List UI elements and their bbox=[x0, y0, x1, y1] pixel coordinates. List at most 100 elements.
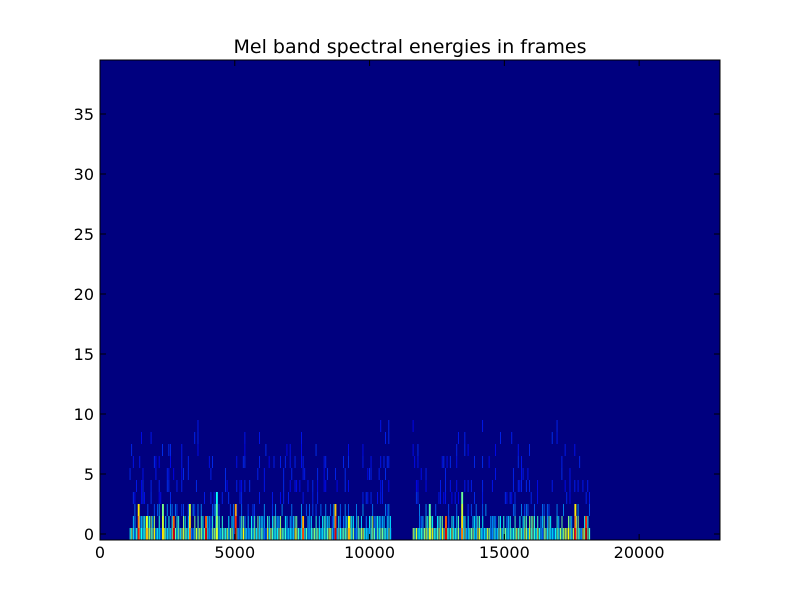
heatmap-cell bbox=[412, 444, 414, 456]
heatmap-cell bbox=[283, 480, 285, 492]
heatmap-cell bbox=[525, 504, 527, 516]
heatmap-cell bbox=[555, 528, 557, 540]
heatmap-cell bbox=[310, 528, 312, 540]
heatmap-cell bbox=[496, 528, 498, 540]
heatmap-cell bbox=[456, 456, 458, 468]
heatmap-cell bbox=[338, 528, 340, 540]
heatmap-cell bbox=[415, 480, 417, 492]
heatmap-cell bbox=[479, 516, 480, 528]
heatmap-cell bbox=[449, 528, 452, 540]
heatmap-cell bbox=[312, 492, 314, 504]
heatmap-cell bbox=[525, 516, 527, 528]
heatmap-cell bbox=[158, 504, 160, 516]
heatmap-cell bbox=[317, 528, 319, 540]
heatmap-cell bbox=[464, 516, 466, 528]
heatmap-cell bbox=[178, 528, 180, 540]
heatmap-cell bbox=[546, 504, 548, 516]
heatmap-cell bbox=[372, 516, 374, 528]
heatmap-peak-cell bbox=[585, 516, 588, 528]
heatmap-cell bbox=[183, 516, 184, 528]
heatmap-cell bbox=[377, 492, 378, 504]
heatmap-cell bbox=[265, 444, 267, 456]
heatmap-cell bbox=[210, 492, 212, 504]
heatmap-cell bbox=[331, 528, 333, 540]
heatmap-peak-cell bbox=[461, 528, 464, 540]
heatmap-cell bbox=[435, 504, 437, 516]
heatmap-cell bbox=[561, 528, 563, 540]
heatmap-cell bbox=[569, 516, 571, 528]
heatmap-cell bbox=[208, 528, 211, 540]
heatmap-cell bbox=[296, 480, 298, 492]
heatmap-cell bbox=[522, 468, 524, 480]
heatmap-cell bbox=[388, 528, 390, 540]
heatmap-cell bbox=[537, 516, 539, 528]
heatmap-cell bbox=[588, 528, 591, 540]
heatmap-peak-cell bbox=[348, 516, 350, 528]
heatmap-cell bbox=[532, 516, 534, 528]
heatmap-cell bbox=[129, 468, 131, 480]
heatmap-cell bbox=[213, 492, 215, 504]
heatmap-peak-cell bbox=[162, 528, 164, 540]
heatmap-cell bbox=[493, 528, 495, 540]
heatmap-cell bbox=[576, 516, 578, 528]
heatmap-cell bbox=[474, 492, 475, 504]
heatmap-cell bbox=[197, 444, 199, 456]
heatmap-cell bbox=[440, 492, 441, 504]
heatmap-cell bbox=[140, 480, 142, 492]
heatmap-cell bbox=[283, 468, 285, 480]
heatmap-cell bbox=[381, 516, 383, 528]
heatmap-cell bbox=[150, 516, 152, 528]
heatmap-cell bbox=[512, 504, 514, 516]
heatmap-cell bbox=[226, 528, 228, 540]
heatmap-cell bbox=[517, 480, 519, 492]
heatmap-cell bbox=[451, 492, 453, 504]
heatmap-cell bbox=[388, 480, 390, 492]
heatmap-cell bbox=[236, 480, 238, 492]
heatmap-cell bbox=[150, 480, 152, 492]
heatmap-cell bbox=[525, 480, 527, 492]
heatmap-cell bbox=[312, 504, 314, 516]
heatmap-cell bbox=[367, 468, 369, 480]
heatmap-cell bbox=[375, 528, 377, 540]
heatmap-peak-cell bbox=[162, 516, 164, 528]
heatmap-cell bbox=[326, 516, 328, 528]
heatmap-cell bbox=[181, 480, 183, 492]
heatmap-cell bbox=[344, 504, 346, 516]
heatmap-cell bbox=[166, 468, 168, 480]
heatmap-cell bbox=[459, 528, 461, 540]
heatmap-cell bbox=[420, 468, 422, 480]
heatmap-cell bbox=[257, 528, 259, 540]
heatmap-cell bbox=[152, 528, 154, 540]
heatmap-cell bbox=[354, 528, 356, 540]
heatmap-cell bbox=[380, 480, 382, 492]
heatmap-cell bbox=[289, 456, 291, 468]
heatmap-cell bbox=[315, 516, 317, 528]
heatmap-cell bbox=[250, 528, 253, 540]
heatmap-cell bbox=[140, 528, 143, 540]
heatmap-cell bbox=[301, 444, 302, 456]
heatmap-cell bbox=[495, 516, 497, 528]
heatmap-cell bbox=[259, 432, 260, 444]
heatmap-cell bbox=[491, 516, 493, 528]
heatmap-cell bbox=[364, 528, 366, 540]
heatmap-cell bbox=[170, 456, 171, 468]
heatmap-cell bbox=[440, 480, 441, 492]
heatmap-cell bbox=[170, 528, 172, 540]
heatmap-cell bbox=[579, 528, 581, 540]
heatmap-cell bbox=[462, 516, 464, 528]
heatmap-cell bbox=[357, 528, 359, 540]
heatmap-cell bbox=[204, 528, 206, 540]
heatmap-cell bbox=[456, 480, 458, 492]
heatmap-peak-cell bbox=[215, 528, 218, 540]
heatmap-cell bbox=[139, 516, 141, 528]
heatmap-cell bbox=[153, 528, 156, 540]
heatmap-cell bbox=[318, 516, 320, 528]
heatmap-cell bbox=[239, 492, 241, 504]
heatmap-cell bbox=[569, 528, 571, 540]
heatmap-cell bbox=[386, 516, 388, 528]
heatmap-cell bbox=[546, 516, 548, 528]
heatmap-cell bbox=[534, 528, 536, 540]
heatmap-cell bbox=[457, 492, 459, 504]
heatmap-cell bbox=[181, 504, 183, 516]
heatmap-cell bbox=[244, 480, 246, 492]
